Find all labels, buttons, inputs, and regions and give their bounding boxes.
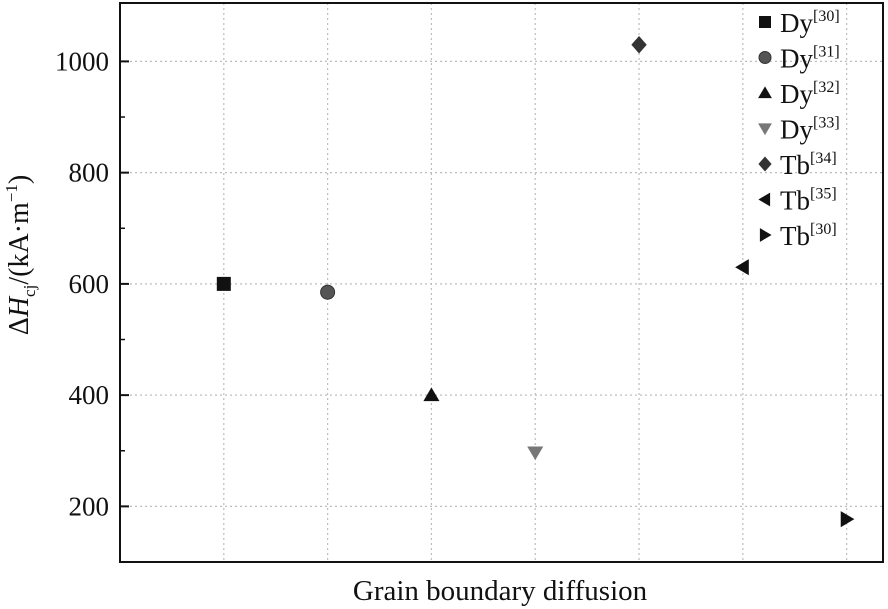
legend-marker bbox=[758, 51, 772, 64]
data-point bbox=[423, 387, 440, 402]
grid-lines bbox=[120, 3, 883, 562]
y-label-unit-close: ) bbox=[4, 175, 35, 184]
legend-entry: Dy[32] bbox=[780, 79, 840, 109]
legend-marker bbox=[758, 192, 771, 207]
y-label-prefix: Δ bbox=[4, 317, 35, 335]
y-axis-label: ΔHcj/(kA·m−1) bbox=[2, 175, 39, 335]
legend-entry: Dy[30] bbox=[780, 8, 840, 38]
data-point bbox=[840, 511, 855, 528]
legend-marker bbox=[758, 156, 772, 172]
data-points bbox=[216, 35, 855, 528]
legend: Dy[30] Dy[31] Dy[32] Dy[33] Tb[34] Tb[35] Tb[3… bbox=[758, 8, 840, 251]
y-label-unit: /(kA·m bbox=[4, 202, 35, 285]
y-tick-label: 800 bbox=[69, 158, 110, 188]
legend-entry: Dy[33] bbox=[780, 115, 840, 145]
legend-marker bbox=[758, 123, 772, 136]
legend-marker bbox=[758, 86, 772, 99]
legend-entry: Tb[35] bbox=[780, 186, 837, 216]
x-axis-label: Grain boundary diffusion bbox=[353, 575, 648, 607]
data-point bbox=[320, 284, 336, 300]
y-tick-label: 400 bbox=[69, 380, 110, 410]
y-tick-label: 600 bbox=[69, 269, 110, 299]
y-label-unit-exponent: −1 bbox=[2, 184, 21, 202]
legend-entry: Tb[34] bbox=[780, 150, 837, 180]
y-label-subscript: cj bbox=[20, 285, 39, 297]
svg-text:ΔHcj/(kA·m−1): ΔHcj/(kA·m−1) bbox=[2, 175, 39, 335]
data-point bbox=[735, 259, 749, 276]
data-point bbox=[527, 446, 544, 461]
legend-marker bbox=[759, 228, 772, 242]
data-point bbox=[631, 35, 647, 54]
legend-entry: Tb[30] bbox=[780, 221, 837, 251]
y-axis-ticks: 200 400 600 800 1000 bbox=[55, 46, 129, 521]
plot-frame bbox=[119, 2, 884, 563]
y-label-symbol: H bbox=[4, 295, 35, 318]
legend-entry: Dy[31] bbox=[780, 44, 840, 74]
y-tick-label: 200 bbox=[69, 491, 110, 521]
data-point bbox=[216, 276, 231, 291]
y-tick-label: 1000 bbox=[55, 46, 109, 76]
legend-marker bbox=[759, 16, 771, 28]
